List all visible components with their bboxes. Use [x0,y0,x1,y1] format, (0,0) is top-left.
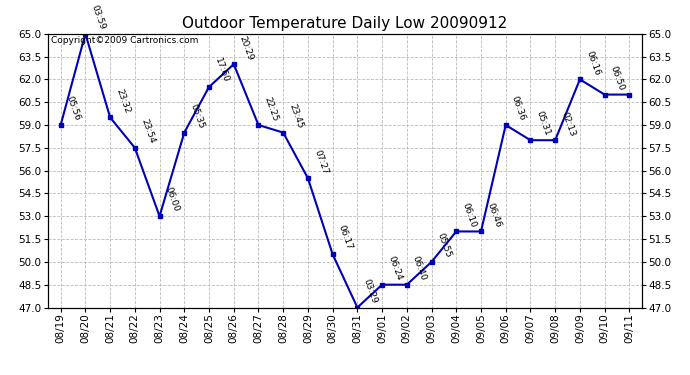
Text: 06:46: 06:46 [485,201,502,229]
Text: 07:27: 07:27 [312,148,329,176]
Text: 20:29: 20:29 [238,34,255,62]
Text: 05:35: 05:35 [188,102,206,130]
Text: 05:31: 05:31 [535,110,552,137]
Text: 06:00: 06:00 [164,186,181,213]
Title: Outdoor Temperature Daily Low 20090912: Outdoor Temperature Daily Low 20090912 [182,16,508,31]
Text: 06:24: 06:24 [386,255,404,282]
Text: 06:17: 06:17 [337,224,354,252]
Text: 22:25: 22:25 [263,95,280,122]
Text: Copyright©2009 Cartronics.com: Copyright©2009 Cartronics.com [51,36,199,45]
Text: 05:55: 05:55 [435,232,453,259]
Text: 02:13: 02:13 [560,110,577,137]
Text: 06:36: 06:36 [510,95,527,122]
Text: 06:10: 06:10 [460,201,477,229]
Text: 17:60: 17:60 [213,57,230,84]
Text: 03:29: 03:29 [362,278,379,305]
Text: 06:40: 06:40 [411,255,428,282]
Text: 03:59: 03:59 [90,4,107,31]
Text: 23:54: 23:54 [139,118,156,145]
Text: 23:32: 23:32 [115,87,132,115]
Text: 23:45: 23:45 [287,103,304,130]
Text: 05:56: 05:56 [65,95,82,122]
Text: 06:50: 06:50 [609,64,626,92]
Text: 06:16: 06:16 [584,49,602,76]
